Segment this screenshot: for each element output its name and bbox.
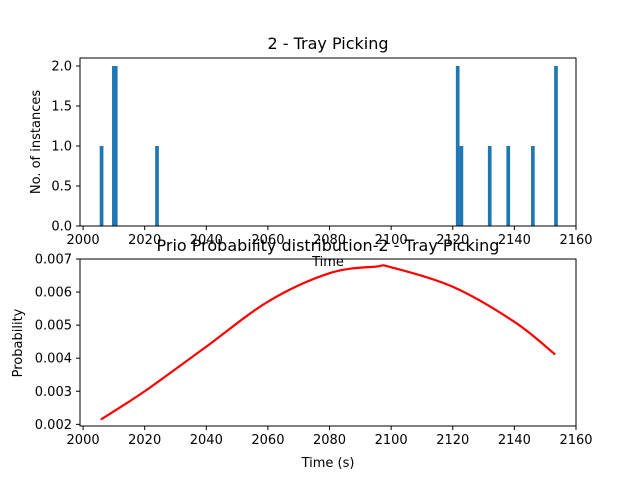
y-tick-label: 0.5 xyxy=(51,180,72,195)
bottom-x-axis-label: Time (s) xyxy=(301,456,355,471)
y-tick-label: 2.0 xyxy=(51,60,72,75)
y-tick-label: 0.004 xyxy=(35,352,72,367)
top-y-axis-label: No. of instances xyxy=(29,90,44,194)
top-x-axis-label: Time xyxy=(311,255,344,270)
x-tick-label: 2000 xyxy=(67,433,100,448)
y-tick-label: 1.0 xyxy=(51,140,72,155)
histogram-bar xyxy=(506,146,511,226)
bottom-x-ticks: 2000 2020 2040 2060 2080 2100 2120 2140 2160 xyxy=(67,426,593,448)
x-tick-label: 2060 xyxy=(251,233,284,248)
histogram-bar xyxy=(99,146,104,226)
histogram-bar xyxy=(113,66,118,226)
top-y-ticks: 0.0 0.5 1.0 1.5 2.0 xyxy=(51,60,80,235)
bottom-chart-title: Prio Probability distribution-2 - Tray P… xyxy=(157,236,500,255)
top-x-ticks: 2000 2020 2040 2060 2080 2100 2120 2140 2160 xyxy=(67,226,593,248)
probability-curve xyxy=(100,264,556,421)
y-tick-label: 0.002 xyxy=(35,418,72,433)
x-tick-label: 2060 xyxy=(251,433,284,448)
bottom-y-ticks: 0.002 0.003 0.004 0.005 0.006 0.007 xyxy=(35,253,80,433)
top-chart-title: 2 - Tray Picking xyxy=(267,34,388,53)
histogram-bar xyxy=(455,66,460,226)
x-tick-label: 2080 xyxy=(313,433,346,448)
x-tick-label: 2040 xyxy=(190,433,223,448)
x-tick-label: 2000 xyxy=(67,233,100,248)
top-axes-frame xyxy=(79,57,577,227)
x-tick-label: 2120 xyxy=(436,433,469,448)
bottom-line-axes: 2000 2020 2040 2060 2080 2100 2120 2140 2160 0.0… xyxy=(11,236,593,471)
histogram-bar xyxy=(155,146,159,226)
x-tick-label: 2120 xyxy=(436,233,469,248)
x-tick-label: 2100 xyxy=(375,433,408,448)
bottom-y-axis-label: Probability xyxy=(11,308,26,377)
y-tick-label: 0.003 xyxy=(35,385,72,400)
y-tick-label: 0.006 xyxy=(35,286,72,301)
histogram-bar xyxy=(554,66,558,226)
top-histogram-bars xyxy=(99,66,558,226)
x-tick-label: 2100 xyxy=(375,233,408,248)
x-tick-label: 2160 xyxy=(559,233,592,248)
x-tick-label: 2040 xyxy=(190,233,223,248)
bottom-axes-frame xyxy=(79,258,577,427)
x-tick-label: 2020 xyxy=(128,433,161,448)
y-tick-label: 0.0 xyxy=(51,220,72,235)
x-tick-label: 2140 xyxy=(498,433,531,448)
y-tick-label: 0.005 xyxy=(35,319,72,334)
x-tick-label: 2080 xyxy=(313,233,346,248)
y-tick-label: 1.5 xyxy=(51,100,72,115)
histogram-bar xyxy=(459,146,464,226)
histogram-bar xyxy=(531,146,535,226)
x-tick-label: 2020 xyxy=(128,233,161,248)
top-histogram-axes: 2000 2020 2040 2060 2080 2100 2120 2140 2160 0.0… xyxy=(29,34,593,270)
y-tick-label: 0.007 xyxy=(35,253,72,268)
x-tick-label: 2160 xyxy=(559,433,592,448)
histogram-bar xyxy=(487,146,492,226)
x-tick-label: 2140 xyxy=(498,233,531,248)
